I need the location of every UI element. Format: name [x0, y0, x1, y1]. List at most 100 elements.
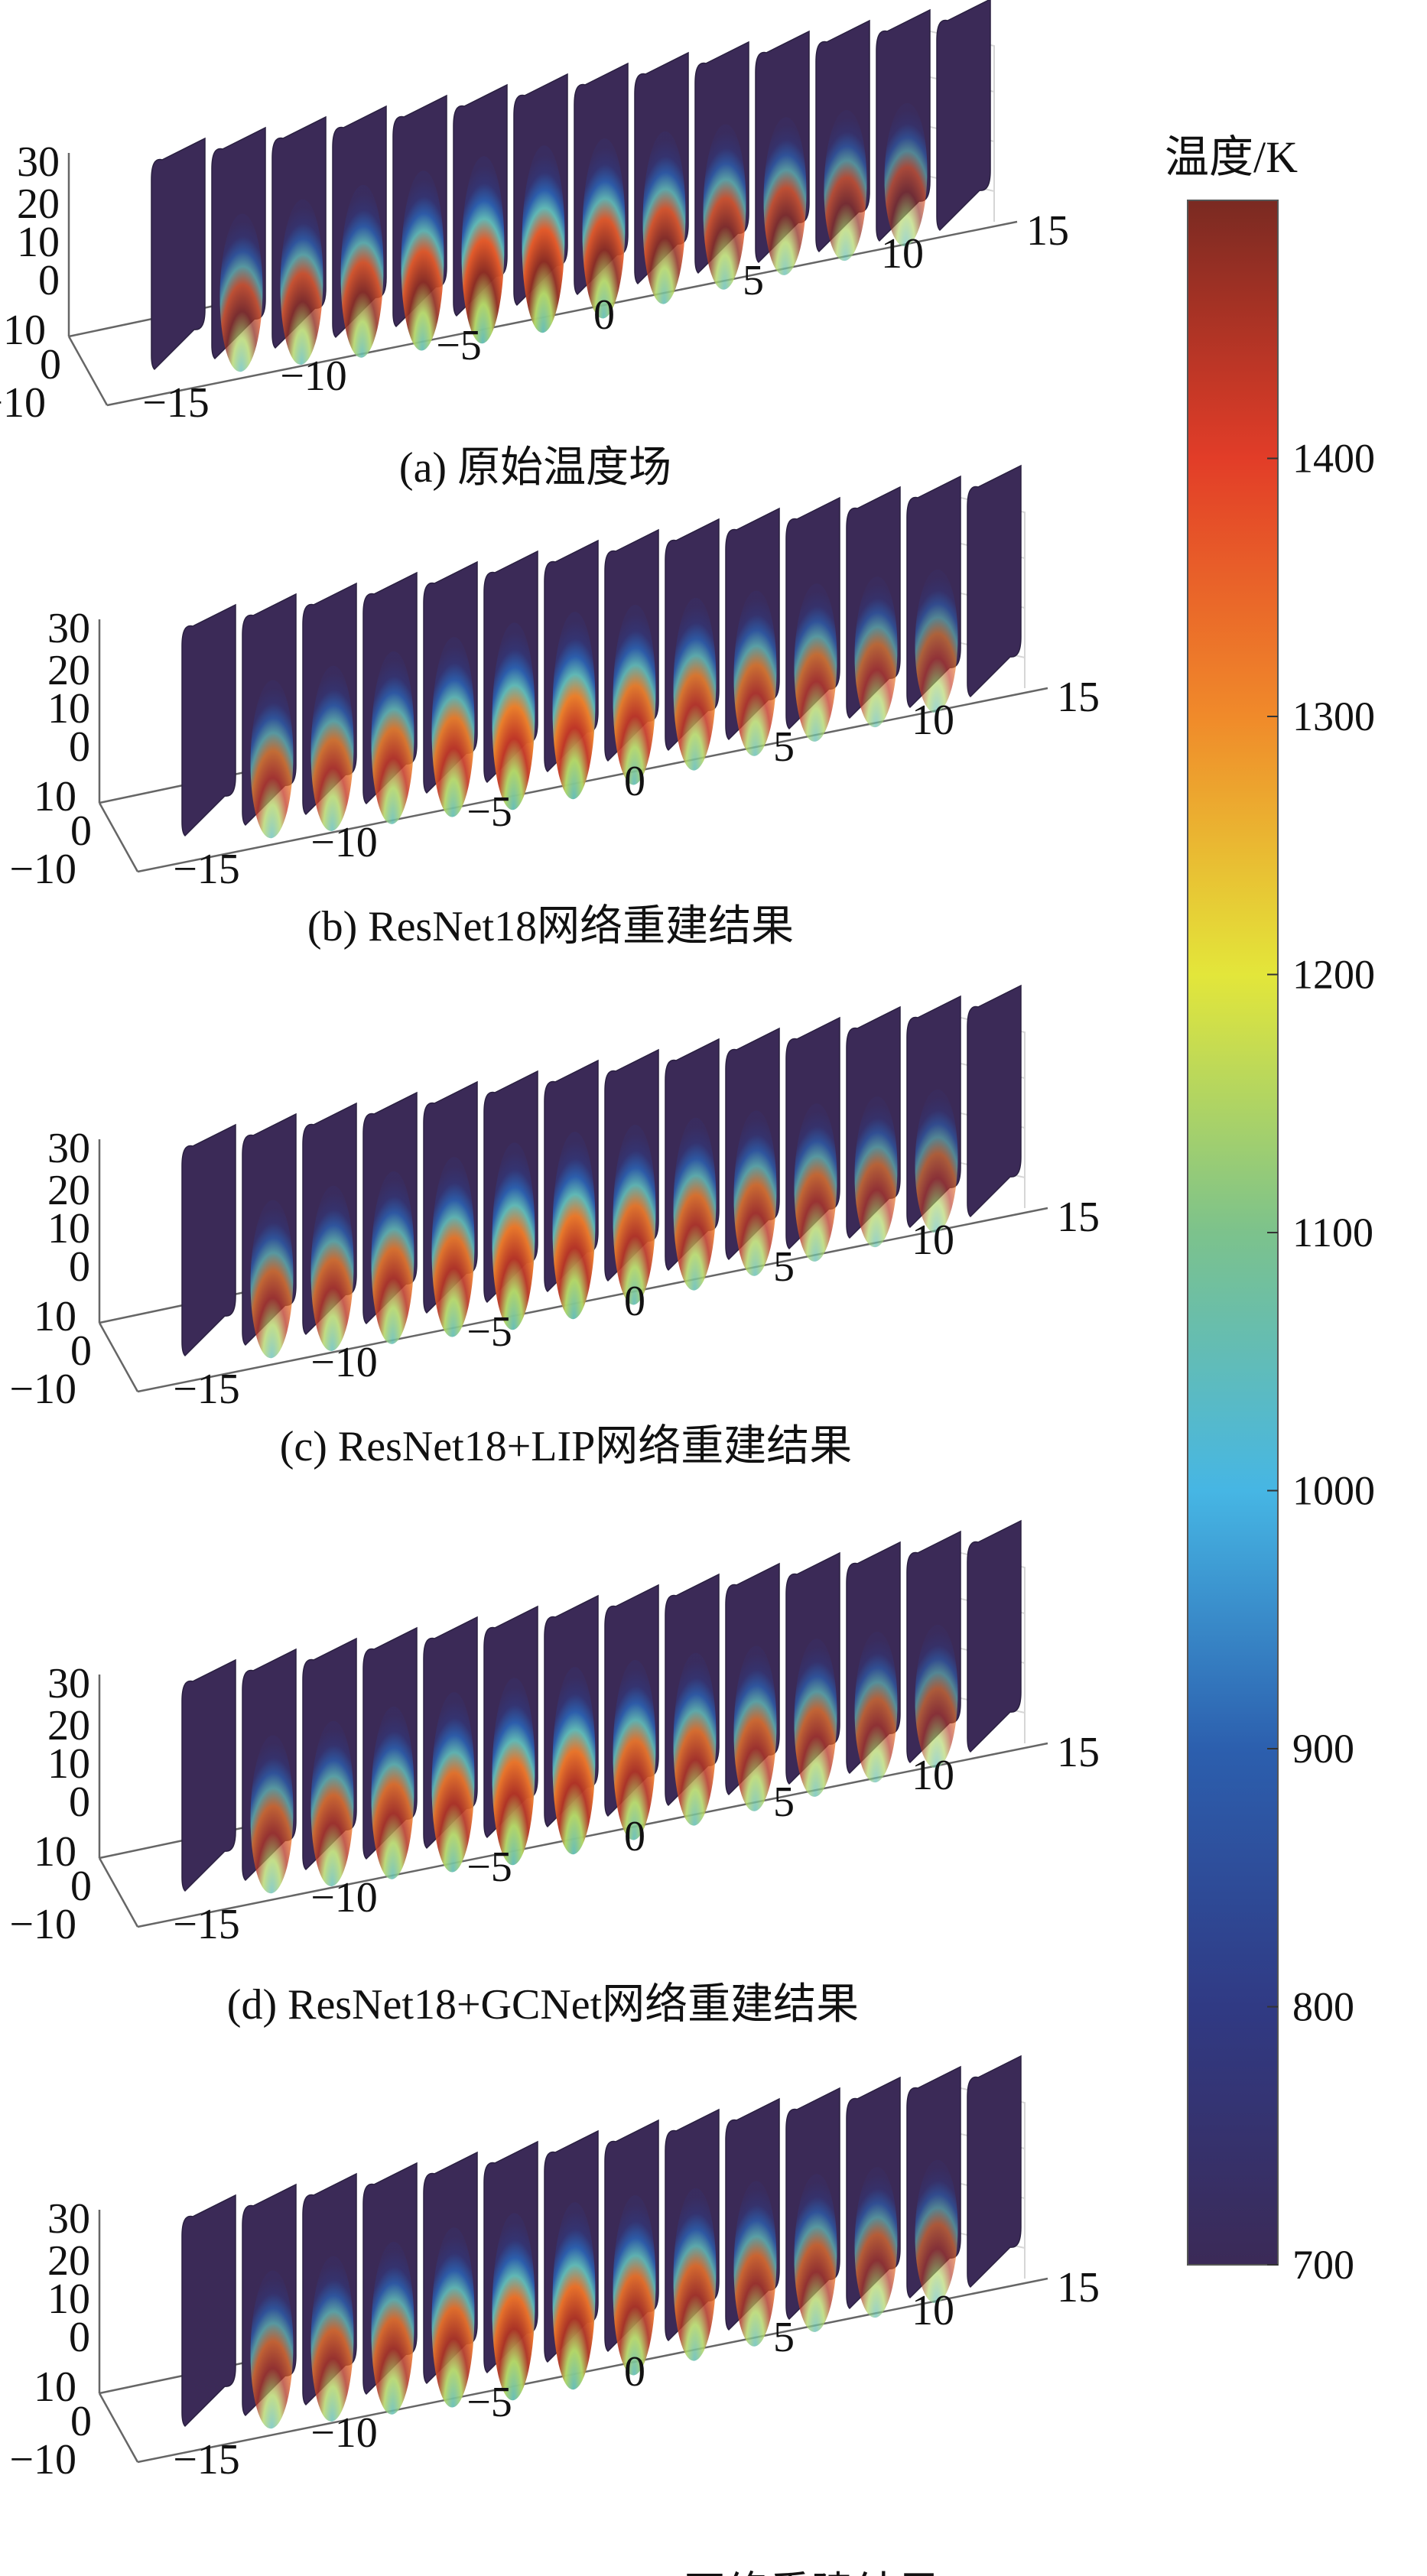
flame-region — [854, 1632, 898, 1783]
temperature-slice — [846, 486, 901, 728]
temperature-slice — [936, 0, 991, 232]
x-tick-label: −15 — [173, 846, 240, 893]
temperature-slice — [513, 73, 568, 333]
axes — [98, 1139, 1048, 1393]
temperature-slice — [846, 1541, 901, 1783]
temperature-slice — [967, 464, 1022, 698]
flame-region — [703, 124, 746, 290]
z-tick-label: 10 — [17, 219, 60, 266]
temperature-slice — [725, 507, 780, 756]
z-tick-label: 0 — [38, 257, 60, 304]
temperature-slice — [906, 2065, 961, 2304]
y-tick-label: 0 — [70, 1327, 92, 1375]
colorbar-tick-label: 700 — [1292, 2242, 1354, 2288]
temperature-slice — [302, 582, 357, 831]
slices — [181, 2055, 1022, 2429]
colorbar-tick-label: 900 — [1292, 1726, 1354, 1772]
panel-caption: (e) ResNet18+LIP+GCNet网络重建结果 — [223, 2570, 941, 2576]
x-tick-label: −5 — [466, 1843, 512, 1891]
panel-caption: (a) 原始温度场 — [399, 444, 671, 492]
slice-body — [181, 603, 236, 837]
flame-region — [673, 2188, 717, 2361]
x-tick-label: 0 — [624, 1813, 645, 1860]
temperature-slice — [694, 41, 749, 290]
temperature-slice — [362, 571, 418, 824]
flame-region — [371, 1171, 414, 1344]
flame-region — [854, 1096, 898, 1248]
x-tick-label: 0 — [624, 758, 645, 805]
colorbar-tick-label: 800 — [1292, 1984, 1354, 2030]
flame-region — [613, 2195, 656, 2376]
x-tick-label: 5 — [743, 257, 764, 304]
temperature-slice — [665, 518, 720, 771]
temperature-slice — [483, 2140, 538, 2401]
flame-region — [340, 184, 384, 358]
flame-region — [824, 110, 867, 261]
y-tick-label: 10 — [34, 1293, 76, 1340]
temperature-slice — [271, 115, 327, 365]
flame-region — [280, 199, 323, 365]
flame-region — [733, 2181, 777, 2347]
y-tick-label: −10 — [0, 379, 46, 427]
colorbar-gradient — [1187, 200, 1279, 2266]
temperature-slice — [785, 2087, 840, 2332]
temperature-slice — [604, 1584, 659, 1840]
slice-body — [181, 1658, 236, 1892]
flame-region — [613, 1660, 656, 1840]
flame-region — [854, 577, 898, 728]
z-tick-label: 30 — [17, 138, 60, 186]
flame-region — [431, 1157, 475, 1337]
flame-region — [733, 590, 777, 756]
colorbar-tick-label: 1100 — [1292, 1210, 1373, 1256]
temperature-slice — [634, 51, 689, 304]
flame-region — [431, 1692, 475, 1873]
temperature-slice — [302, 1637, 357, 1886]
flame-region — [884, 102, 928, 247]
temperature-slice — [362, 2162, 418, 2415]
flame-region — [310, 2256, 354, 2422]
temperature-slice — [544, 1059, 599, 1320]
temperature-slice — [906, 1530, 961, 1769]
flame-region — [310, 665, 354, 831]
flame-region — [250, 2270, 294, 2429]
flame-region — [733, 1110, 777, 1276]
flame-region — [552, 612, 596, 800]
temperature-slice — [453, 83, 508, 344]
x-tick-label: −15 — [173, 1901, 240, 1948]
flame-region — [522, 145, 565, 333]
temperature-slice — [725, 1027, 780, 1276]
flame-region — [763, 117, 807, 275]
z-tick-label: 0 — [69, 723, 90, 771]
slice-body — [967, 1519, 1022, 1753]
flame-region — [642, 131, 686, 304]
flame-region — [492, 2213, 535, 2401]
flame-region — [250, 1200, 294, 1359]
temperature-slice — [211, 126, 266, 372]
panel-caption: (d) ResNet18+GCNet网络重建结果 — [227, 1981, 859, 2029]
temperature-slice — [362, 1091, 418, 1344]
colorbar-tick-label: 1400 — [1292, 436, 1375, 482]
axes — [98, 1675, 1048, 1928]
z-tick-label: 10 — [47, 2276, 90, 2323]
x-tick-label: −15 — [173, 1366, 240, 1413]
x-tick-label: 5 — [773, 1779, 795, 1826]
temperature-slice — [725, 2097, 780, 2347]
colorbar-tick-label: 1200 — [1292, 952, 1375, 998]
x-tick-label: 15 — [1057, 2264, 1100, 2311]
flame-region — [915, 1624, 958, 1769]
temperature-slice — [151, 137, 206, 371]
temperature-slice — [906, 995, 961, 1233]
temperature-slice — [242, 593, 297, 839]
slices — [181, 1519, 1022, 1894]
flame-region — [733, 1645, 777, 1811]
temperature-slice — [967, 2055, 1022, 2289]
flame-region — [915, 2159, 958, 2304]
temperature-slice — [604, 1048, 659, 1305]
temperature-slice — [423, 1080, 478, 1337]
flame-region — [492, 1142, 535, 1330]
z-tick-label: 10 — [47, 1740, 90, 1788]
flame-region — [219, 213, 263, 372]
